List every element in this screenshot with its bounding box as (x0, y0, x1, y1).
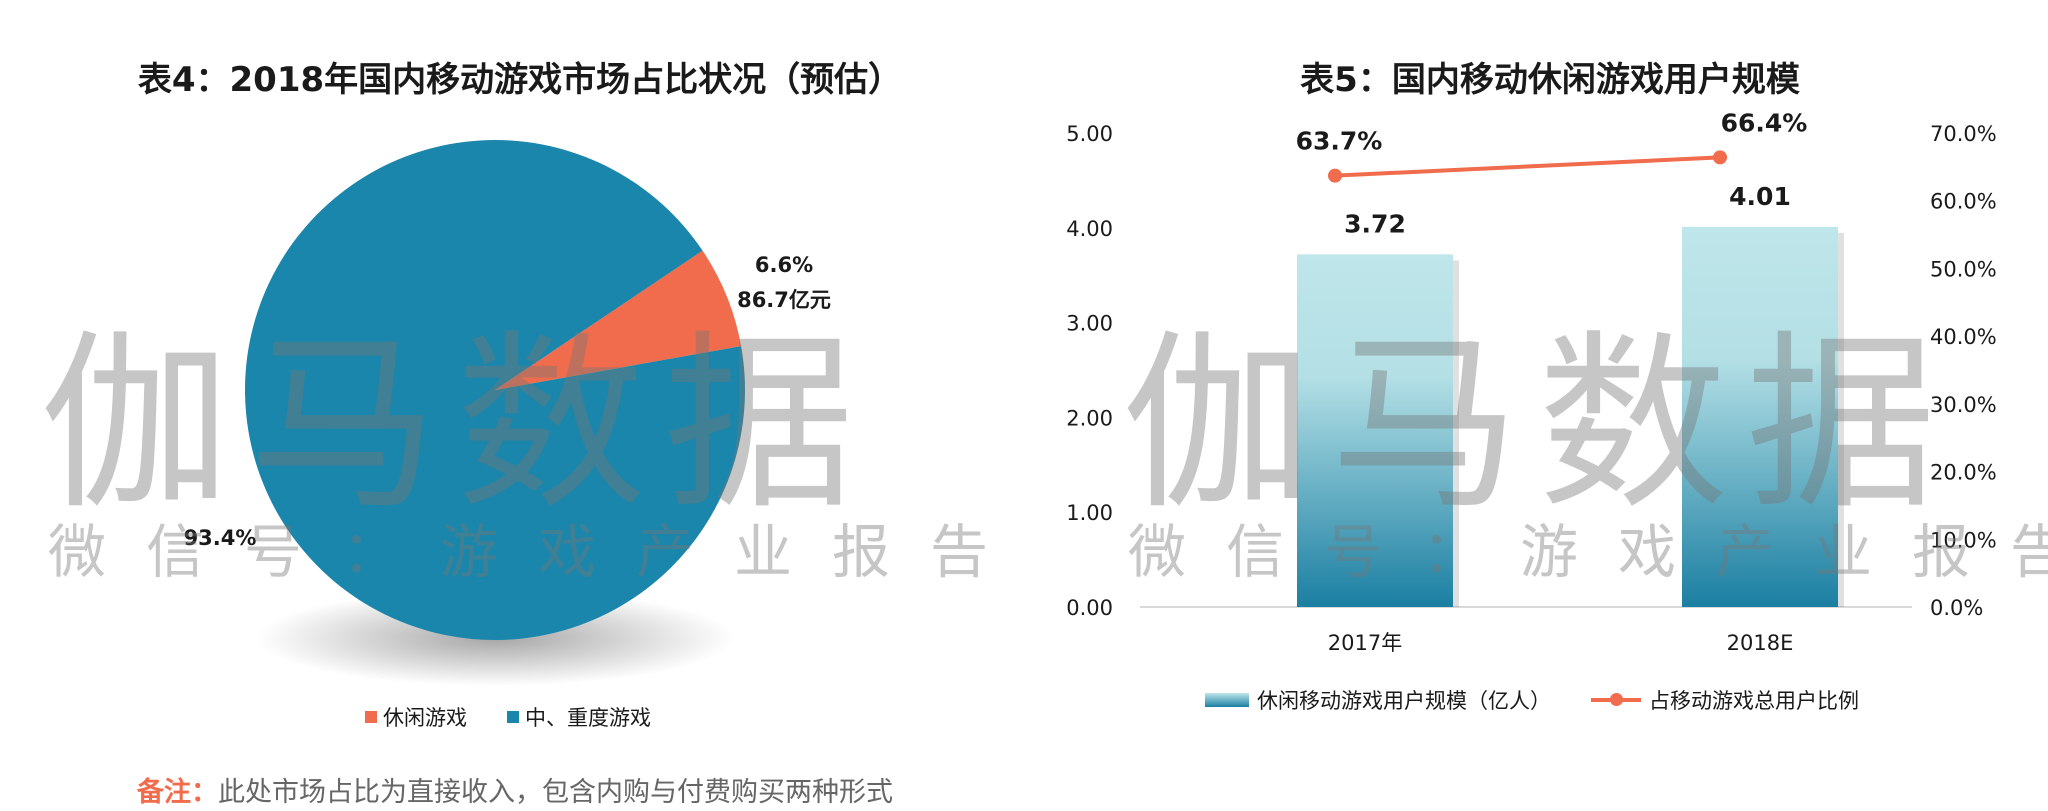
line-point (1713, 150, 1727, 165)
line-path (1334, 155, 1721, 178)
left-tick-label: 1.00 (1066, 501, 1113, 525)
legend-swatch-casual (365, 711, 377, 723)
major-slice-pct-label: 93.4% (184, 526, 257, 550)
line-value-label: 66.4% (1721, 108, 1808, 137)
legend-item-midcore: 中、重度游戏 (507, 702, 651, 732)
line-value-label: 63.7% (1296, 127, 1383, 156)
legend-label-line: 占移动游戏总用户比例 (1649, 689, 1859, 713)
line-value-labels: 63.7% 66.4% (1296, 108, 1808, 155)
left-axis-ticks: 0.00 1.00 2.00 3.00 4.00 5.00 (1066, 122, 1113, 620)
pie-legend: 休闲游戏 中、重度游戏 (365, 702, 691, 732)
legend-label-bar: 休闲移动游戏用户规模（亿人） (1257, 689, 1551, 713)
line-series (1328, 150, 1727, 183)
minor-slice-pct-label: 6.6% (755, 253, 813, 277)
bar-chart-legend: 休闲移动游戏用户规模（亿人） 占移动游戏总用户比例 (1205, 685, 1899, 715)
category-labels: 2017年 2018E (1328, 631, 1794, 655)
legend-item-line: 占移动游戏总用户比例 (1591, 685, 1859, 715)
right-axis-ticks: 0.0% 10.0% 20.0% 30.0% 40.0% 50.0% 60.0% 70.0% (1930, 122, 1997, 620)
bar-chart-title: 表5：国内移动休闲游戏用户规模 (1300, 60, 1800, 100)
legend-label-midcore: 中、重度游戏 (525, 706, 651, 730)
left-tick-label: 4.00 (1066, 217, 1113, 241)
right-tick-label: 50.0% (1930, 257, 1997, 281)
legend-label-casual: 休闲游戏 (383, 706, 467, 730)
category-label: 2017年 (1328, 631, 1402, 655)
pie-chart-title: 表4：2018年国内移动游戏市场占比状况（预估） (137, 60, 903, 100)
legend-swatch-line (1591, 693, 1641, 706)
bar-value-labels: 3.72 4.01 (1344, 182, 1791, 238)
pie-chart (245, 139, 745, 686)
legend-swatch-bar (1205, 693, 1249, 707)
right-tick-label: 40.0% (1930, 325, 1997, 349)
line-point (1328, 168, 1342, 183)
right-tick-label: 70.0% (1930, 122, 1997, 146)
legend-item-casual: 休闲游戏 (365, 702, 467, 732)
right-tick-label: 30.0% (1930, 393, 1997, 417)
bar-value-label: 3.72 (1344, 209, 1406, 238)
bar (1297, 254, 1453, 607)
footnote-text: 此处市场占比为直接收入，包含内购与付费购买两种形式 (218, 777, 893, 808)
category-label: 2018E (1727, 631, 1794, 655)
pie-slice-midcore (245, 139, 745, 640)
legend-swatch-midcore (507, 711, 519, 723)
right-tick-label: 60.0% (1930, 190, 1997, 214)
footnote-label: 备注： (137, 777, 218, 808)
left-tick-label: 3.00 (1066, 312, 1113, 336)
right-tick-label: 0.0% (1930, 596, 1983, 620)
right-tick-label: 10.0% (1930, 528, 1997, 552)
left-tick-label: 0.00 (1066, 596, 1113, 620)
right-tick-label: 20.0% (1930, 461, 1997, 485)
bar-value-label: 4.01 (1729, 182, 1791, 211)
footnote: 备注：此处市场占比为直接收入，包含内购与付费购买两种形式 (137, 770, 893, 809)
legend-item-bar: 休闲移动游戏用户规模（亿人） (1205, 685, 1551, 715)
bar-series (1297, 226, 1844, 608)
bar (1682, 226, 1838, 608)
minor-slice-amount-label: 86.7亿元 (737, 288, 831, 312)
left-tick-label: 5.00 (1066, 122, 1113, 146)
pie-slice-casual (495, 250, 742, 390)
left-tick-label: 2.00 (1066, 406, 1113, 430)
